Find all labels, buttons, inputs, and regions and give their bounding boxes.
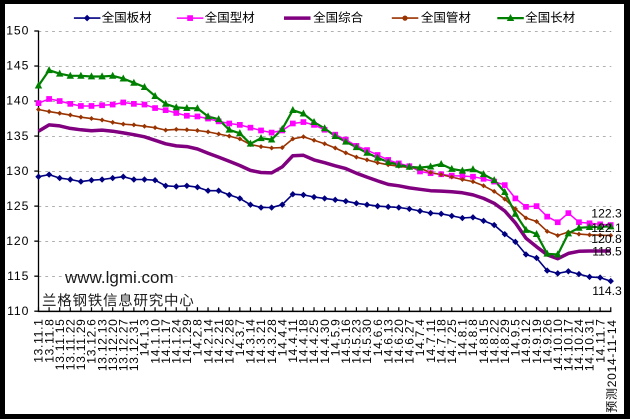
svg-text:14.7.25: 14.7.25 [445, 318, 459, 363]
svg-text:14.1.29: 14.1.29 [180, 318, 194, 363]
svg-text:14.11.7: 14.11.7 [593, 318, 607, 362]
svg-text:14.8.29: 14.8.29 [498, 318, 512, 363]
svg-text:14.9.26: 14.9.26 [540, 318, 554, 363]
svg-text:14.10.17: 14.10.17 [562, 318, 576, 371]
svg-text:14.3.14: 14.3.14 [244, 318, 258, 363]
svg-text:14.4.18: 14.4.18 [297, 318, 311, 363]
svg-text:14.8.22: 14.8.22 [487, 318, 501, 363]
svg-text:14.2.21: 14.2.21 [212, 318, 226, 363]
svg-text:120: 120 [6, 234, 29, 248]
svg-text:14.4.25: 14.4.25 [307, 318, 321, 363]
svg-text:122.3: 122.3 [591, 207, 622, 221]
svg-text:13.12.13: 13.12.13 [95, 318, 109, 371]
svg-text:14.8.8: 14.8.8 [466, 318, 480, 356]
svg-text:14.1.10: 14.1.10 [148, 318, 162, 363]
svg-text:13.11.1: 13.11.1 [32, 318, 46, 362]
svg-text:122.1: 122.1 [591, 221, 622, 235]
svg-text:14.2.28: 14.2.28 [222, 318, 236, 363]
svg-text:13.11.29: 13.11.29 [74, 318, 88, 370]
svg-text:14.3.7: 14.3.7 [233, 318, 247, 356]
svg-text:www.lgmi.com: www.lgmi.com [64, 268, 174, 287]
svg-text:14.9.19: 14.9.19 [530, 318, 544, 363]
svg-text:14.6.13: 14.6.13 [381, 318, 395, 363]
svg-text:14.3.21: 14.3.21 [254, 318, 268, 363]
svg-text:14.6.20: 14.6.20 [392, 318, 406, 363]
svg-text:14.10.24: 14.10.24 [572, 318, 586, 371]
svg-text:14.8.1: 14.8.1 [456, 318, 470, 356]
svg-text:14.10.31: 14.10.31 [583, 318, 597, 371]
svg-text:130: 130 [6, 164, 29, 178]
svg-text:140: 140 [6, 94, 29, 108]
svg-text:14.2.8: 14.2.8 [191, 318, 205, 356]
svg-text:115: 115 [7, 269, 29, 283]
svg-text:14.10.10: 14.10.10 [551, 318, 565, 371]
svg-text:14.7.18: 14.7.18 [434, 318, 448, 363]
svg-text:14.3.28: 14.3.28 [265, 318, 279, 363]
svg-text:13.12.6: 13.12.6 [85, 318, 99, 363]
svg-text:14.5.16: 14.5.16 [339, 318, 353, 363]
svg-text:14.5.23: 14.5.23 [350, 318, 364, 363]
svg-text:14.5.30: 14.5.30 [360, 318, 374, 363]
svg-text:145: 145 [6, 59, 29, 73]
svg-text:14.2.14: 14.2.14 [201, 318, 215, 363]
svg-text:13.11.22: 13.11.22 [64, 318, 78, 370]
svg-text:13.12.20: 13.12.20 [106, 318, 120, 371]
svg-text:13.12.31: 13.12.31 [127, 318, 141, 371]
svg-text:118.5: 118.5 [592, 245, 622, 259]
svg-text:14.4.11: 14.4.11 [286, 318, 300, 362]
svg-text:14.1.24: 14.1.24 [170, 318, 184, 363]
svg-text:114.3: 114.3 [592, 284, 622, 298]
svg-text:13.11.8: 13.11.8 [42, 318, 56, 362]
svg-text:14.6.6: 14.6.6 [371, 318, 385, 356]
svg-text:14.1.17: 14.1.17 [159, 318, 173, 363]
svg-text:14.4.4: 14.4.4 [275, 318, 289, 356]
svg-text:13.12.27: 13.12.27 [117, 318, 131, 371]
svg-text:135: 135 [6, 129, 29, 143]
svg-text:14.9.12: 14.9.12 [519, 318, 533, 363]
svg-text:14.4.30: 14.4.30 [318, 318, 332, 363]
svg-text:14.7.4: 14.7.4 [413, 318, 427, 356]
svg-text:120.8: 120.8 [591, 232, 622, 246]
svg-text:14.9.5: 14.9.5 [509, 318, 523, 356]
svg-text:14.6.27: 14.6.27 [403, 318, 417, 363]
svg-text:14.7.11: 14.7.11 [424, 318, 438, 362]
svg-text:14.5.9: 14.5.9 [328, 318, 342, 356]
svg-text:14.8.15: 14.8.15 [477, 318, 491, 363]
svg-text:125: 125 [6, 199, 29, 213]
svg-text:13.11.15: 13.11.15 [53, 318, 67, 370]
svg-text:2014-11-14: 2014-11-14 [605, 319, 619, 387]
svg-text:110: 110 [7, 304, 29, 318]
svg-text:150: 150 [6, 24, 29, 38]
svg-text:14.1.3: 14.1.3 [138, 318, 152, 356]
